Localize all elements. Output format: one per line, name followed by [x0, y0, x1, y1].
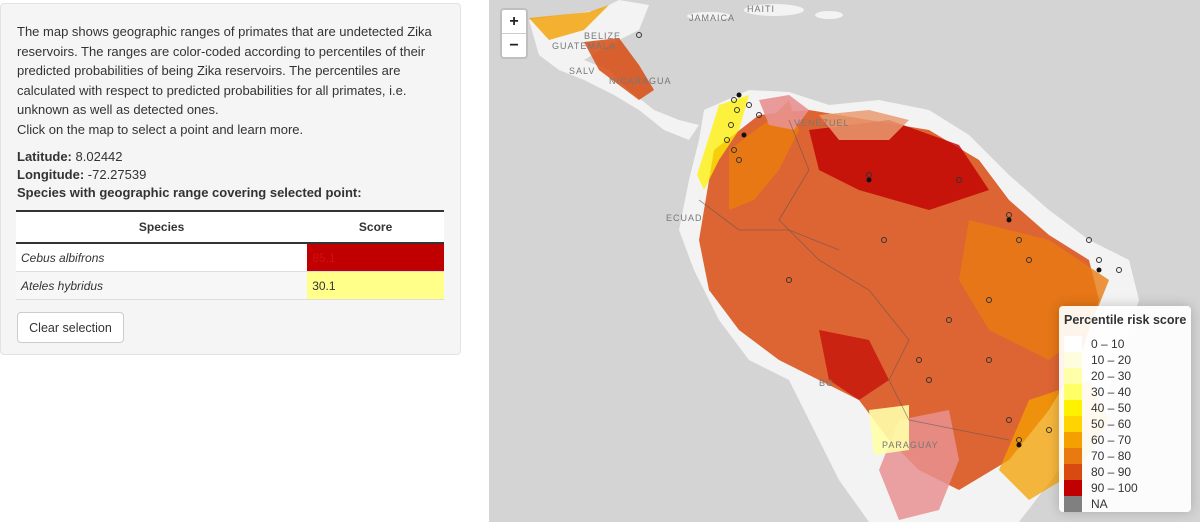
range-pink-north: [759, 95, 809, 130]
map-legend: Percentile risk score 0 – 10 10 – 20 20 – …: [1059, 306, 1191, 512]
map-label: SALV: [569, 66, 596, 76]
map-label: NICARAGUA: [609, 76, 672, 86]
legend-label: 10 – 20: [1091, 353, 1132, 367]
legend-swatch: [1064, 464, 1082, 480]
legend-swatch: [1064, 448, 1082, 464]
range-venezuela: [819, 110, 909, 140]
map-label: VENEZUEL: [794, 118, 850, 128]
country-borders: [698, 199, 840, 251]
range-amazon-basin: [699, 110, 1099, 490]
range-mexico: [529, 5, 609, 40]
legend-label: 60 – 70: [1091, 433, 1132, 447]
legend-swatch: [1064, 368, 1082, 384]
legend-title: Percentile risk score: [1064, 313, 1187, 327]
range-guiana-shield: [809, 120, 989, 210]
species-column-header[interactable]: Species: [16, 210, 308, 244]
legend-swatch: [1064, 352, 1082, 368]
map-label: BELIZE: [584, 31, 622, 41]
legend-label: 50 – 60: [1091, 417, 1132, 431]
legend-label: 70 – 80: [1091, 449, 1132, 463]
intro-paragraph: The map shows geographic ranges of prima…: [17, 24, 432, 117]
latitude-label: Latitude:: [17, 149, 72, 164]
legend-swatch: [1064, 416, 1082, 432]
legend-label: 40 – 50: [1091, 401, 1132, 415]
legend-label: 90 – 100: [1091, 481, 1138, 495]
legend-swatch: [1064, 496, 1082, 512]
map-label: BO: [819, 378, 835, 388]
legend-label: 30 – 40: [1091, 385, 1132, 399]
score-cell: 85.1: [307, 243, 444, 272]
country-borders: [778, 119, 1010, 441]
legend-label: 20 – 30: [1091, 369, 1132, 383]
legend-swatch: [1064, 384, 1082, 400]
range-central-america: [584, 38, 654, 100]
score-cell: 30.1: [307, 271, 444, 300]
latitude-value: 8.02442: [75, 149, 123, 164]
legend-swatch: [1064, 336, 1082, 352]
zoom-in-button[interactable]: +: [502, 10, 526, 34]
map-label: PARAGUAY: [882, 440, 939, 450]
legend-swatch: [1064, 400, 1082, 416]
longitude-label: Longitude:: [17, 167, 85, 182]
puerto-rico-land: [815, 11, 843, 19]
range-bolivia: [819, 330, 889, 400]
species-table: Species Score Cebus albifrons 85.1 Atele…: [16, 210, 444, 300]
legend-swatch: [1064, 432, 1082, 448]
range-paraguay-yellow: [869, 405, 909, 455]
clear-selection-button[interactable]: Clear selection: [17, 312, 124, 343]
map-label: JAMAICA: [689, 13, 736, 23]
selected-points: [736, 92, 1102, 448]
species-name: Ateles hybridus: [16, 271, 308, 300]
click-hint: Click on the map to select a point and l…: [17, 122, 304, 137]
score-column-header[interactable]: Score: [307, 210, 444, 244]
map-label: GUATEMALA: [552, 41, 616, 51]
legend-label: 0 – 10: [1091, 337, 1125, 351]
zoom-out-button[interactable]: −: [509, 37, 519, 54]
map-label: HAITI: [747, 4, 776, 14]
table-row[interactable]: Cebus albifrons 85.1: [16, 243, 444, 272]
longitude-value: -72.27539: [87, 167, 147, 182]
table-row[interactable]: Ateles hybridus 30.1: [16, 271, 444, 300]
control-panel: The map shows geographic ranges of prima…: [0, 3, 461, 355]
hispaniola-land: [744, 4, 804, 16]
map-label: ECUAD: [666, 213, 703, 223]
range-andes-yellow: [697, 95, 749, 190]
species-name: Cebus albifrons: [16, 243, 308, 272]
species-heading: Species with geographic range covering s…: [17, 185, 362, 200]
longitude-readout: Longitude: -72.27539: [17, 167, 146, 182]
jamaica-land: [687, 12, 731, 20]
intro-text: The map shows geographic ranges of prima…: [17, 22, 437, 120]
legend-label: NA: [1091, 497, 1108, 511]
legend-label: 80 – 90: [1091, 465, 1132, 479]
latitude-readout: Latitude: 8.02442: [17, 149, 123, 164]
legend-swatch: [1064, 480, 1082, 496]
central-america-land: [529, 0, 699, 140]
zoom-control: + −: [500, 8, 528, 59]
